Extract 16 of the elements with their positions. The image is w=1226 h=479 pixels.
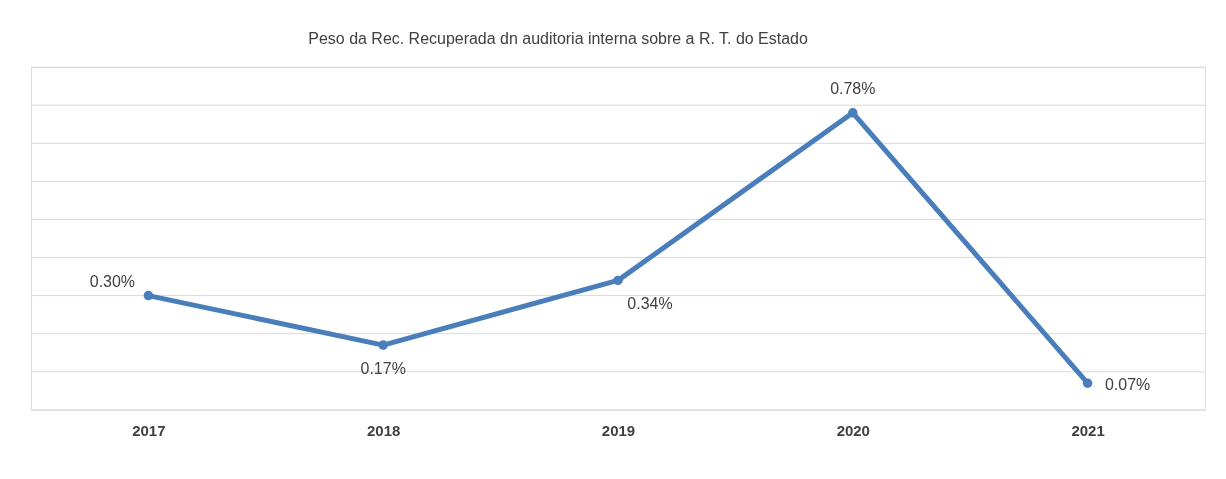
- data-label: 0.07%: [1104, 376, 1151, 394]
- point: [1082, 378, 1093, 388]
- x-tick-label: 2021: [1071, 422, 1105, 440]
- point: [613, 275, 623, 286]
- point: [143, 290, 154, 301]
- data-label: 0.30%: [89, 272, 136, 290]
- chart-title: Peso da Rec. Recuperada dn auditoria interna sobre a R. T. do Estado: [308, 29, 808, 47]
- x-tick-label: 2020: [836, 422, 870, 440]
- x-tick-label: 2018: [367, 422, 401, 440]
- x-tick-label: 2017: [132, 422, 166, 440]
- data-label: 0.78%: [830, 79, 876, 97]
- data-label: 0.17%: [360, 360, 406, 378]
- x-tick-label: 2019: [601, 422, 636, 440]
- point: [848, 108, 858, 118]
- point: [378, 340, 388, 350]
- data-label: 0.34%: [627, 295, 673, 313]
